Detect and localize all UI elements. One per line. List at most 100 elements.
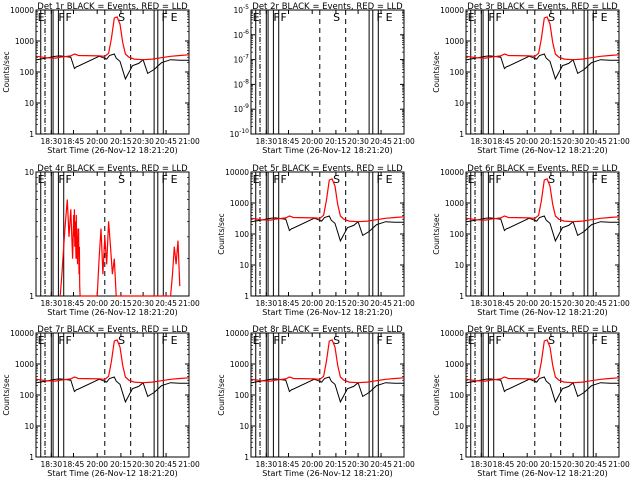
event-marker-label: F — [65, 173, 71, 186]
y-tick-label: 1000 — [230, 199, 249, 208]
y-tick-label: 10000 — [440, 6, 464, 15]
y-tick-label: 100 — [235, 391, 250, 400]
y-tick-label: 1 — [459, 130, 464, 139]
x-tick-label: 20:15 — [540, 137, 562, 146]
x-tick-label: 20:30 — [347, 299, 369, 308]
event-marker-label: S — [548, 173, 555, 186]
lld-series-line — [251, 178, 405, 223]
event-marker-label: E — [38, 334, 45, 347]
event-marker-label: F — [488, 11, 494, 24]
x-tick-label: 18:30 — [255, 137, 277, 146]
event-marker-label: S — [333, 11, 340, 24]
x-tick-label: 20:30 — [347, 460, 369, 469]
events-series-line — [466, 53, 619, 81]
x-tick-label: 18:30 — [40, 460, 62, 469]
event-marker-label: E — [601, 173, 608, 186]
event-marker-label: F — [495, 11, 501, 24]
event-marker-label: F — [488, 334, 494, 347]
y-tick-label: 1000 — [15, 360, 34, 369]
event-marker-label: F — [280, 11, 286, 24]
y-tick-label: 10-7 — [233, 54, 249, 65]
y-tick-label: 10-10 — [230, 128, 250, 139]
event-marker-label: E — [468, 11, 475, 24]
events-series-line — [466, 376, 619, 404]
y-tick-label: 10000 — [225, 329, 249, 338]
x-tick-label: 20:45 — [370, 299, 392, 308]
event-marker-label: F — [161, 334, 167, 347]
chart-title: Det 7r BLACK = Events, RED = LLD — [37, 325, 188, 335]
event-marker-label: S — [333, 334, 340, 347]
event-marker-label: E — [386, 334, 393, 347]
x-tick-label: 21:00 — [393, 460, 415, 469]
event-marker-label: F — [161, 11, 167, 24]
event-marker-label: E — [601, 334, 608, 347]
x-tick-label: 20:15 — [540, 460, 562, 469]
event-marker-label: F — [161, 173, 167, 186]
lld-series-line — [466, 178, 620, 223]
x-tick-label: 20:15 — [110, 460, 132, 469]
x-tick-label: 20:00 — [301, 299, 323, 308]
event-marker-label: E — [386, 173, 393, 186]
event-marker-label: E — [601, 11, 608, 24]
event-marker-label: E — [38, 173, 45, 186]
y-axis-label: Counts/sec — [432, 213, 441, 254]
y-tick-label: 10 — [454, 99, 464, 108]
event-marker-label: F — [65, 334, 71, 347]
event-marker-label: F — [280, 334, 286, 347]
y-tick-label: 10-5 — [233, 4, 249, 15]
x-tick-label: 18:45 — [278, 137, 300, 146]
event-marker-label: S — [118, 11, 125, 24]
x-axis-label: Start Time (26-Nov-12 18:21:20) — [47, 469, 177, 478]
x-tick-label: 20:15 — [325, 299, 347, 308]
lld-series-line — [251, 339, 405, 384]
y-tick-label: 10 — [239, 422, 249, 431]
x-axis-label: Start Time (26-Nov-12 18:21:20) — [477, 146, 607, 155]
event-marker-label: F — [273, 11, 279, 24]
y-tick-label: 1 — [29, 130, 34, 139]
x-tick-label: 21:00 — [608, 137, 630, 146]
x-tick-label: 20:00 — [86, 460, 108, 469]
event-marker-label: F — [58, 11, 64, 24]
lld-series-line — [466, 16, 620, 61]
event-marker-label: E — [38, 11, 45, 24]
x-tick-label: 20:30 — [562, 299, 584, 308]
x-tick-label: 18:30 — [470, 299, 492, 308]
y-axis-label: Counts/sec — [432, 51, 441, 92]
y-tick-label: 10000 — [440, 168, 464, 177]
x-tick-label: 20:15 — [540, 299, 562, 308]
event-marker-label: F — [495, 334, 501, 347]
event-marker-label: S — [548, 11, 555, 24]
event-marker-label: S — [548, 334, 555, 347]
x-tick-label: 18:45 — [493, 137, 515, 146]
x-tick-label: 20:45 — [155, 137, 177, 146]
event-marker-label: F — [488, 173, 494, 186]
x-tick-label: 18:30 — [40, 137, 62, 146]
x-tick-label: 20:45 — [370, 137, 392, 146]
x-tick-label: 20:30 — [562, 137, 584, 146]
x-tick-label: 21:00 — [608, 460, 630, 469]
x-tick-label: 21:00 — [178, 460, 200, 469]
x-tick-label: 18:45 — [63, 299, 85, 308]
y-tick-label: 10-8 — [233, 78, 249, 89]
x-tick-label: 20:00 — [516, 137, 538, 146]
x-tick-label: 20:00 — [86, 137, 108, 146]
events-series-line — [251, 376, 404, 404]
y-tick-label: 10000 — [10, 6, 34, 15]
y-tick-label: 1 — [29, 292, 34, 301]
chart-title: Det 5r BLACK = Events, RED = LLD — [252, 164, 403, 174]
y-tick-label: 100 — [450, 68, 465, 77]
event-marker-label: E — [468, 173, 475, 186]
y-tick-label: 100 — [235, 230, 250, 239]
x-axis-label: Start Time (26-Nov-12 18:21:20) — [47, 146, 177, 155]
event-marker-label: F — [495, 173, 501, 186]
event-marker-label: E — [253, 173, 260, 186]
x-tick-label: 20:30 — [132, 460, 154, 469]
x-tick-label: 21:00 — [178, 137, 200, 146]
x-tick-label: 20:45 — [585, 137, 607, 146]
y-tick-label: 10 — [454, 261, 464, 270]
lld-series-line — [36, 339, 190, 384]
